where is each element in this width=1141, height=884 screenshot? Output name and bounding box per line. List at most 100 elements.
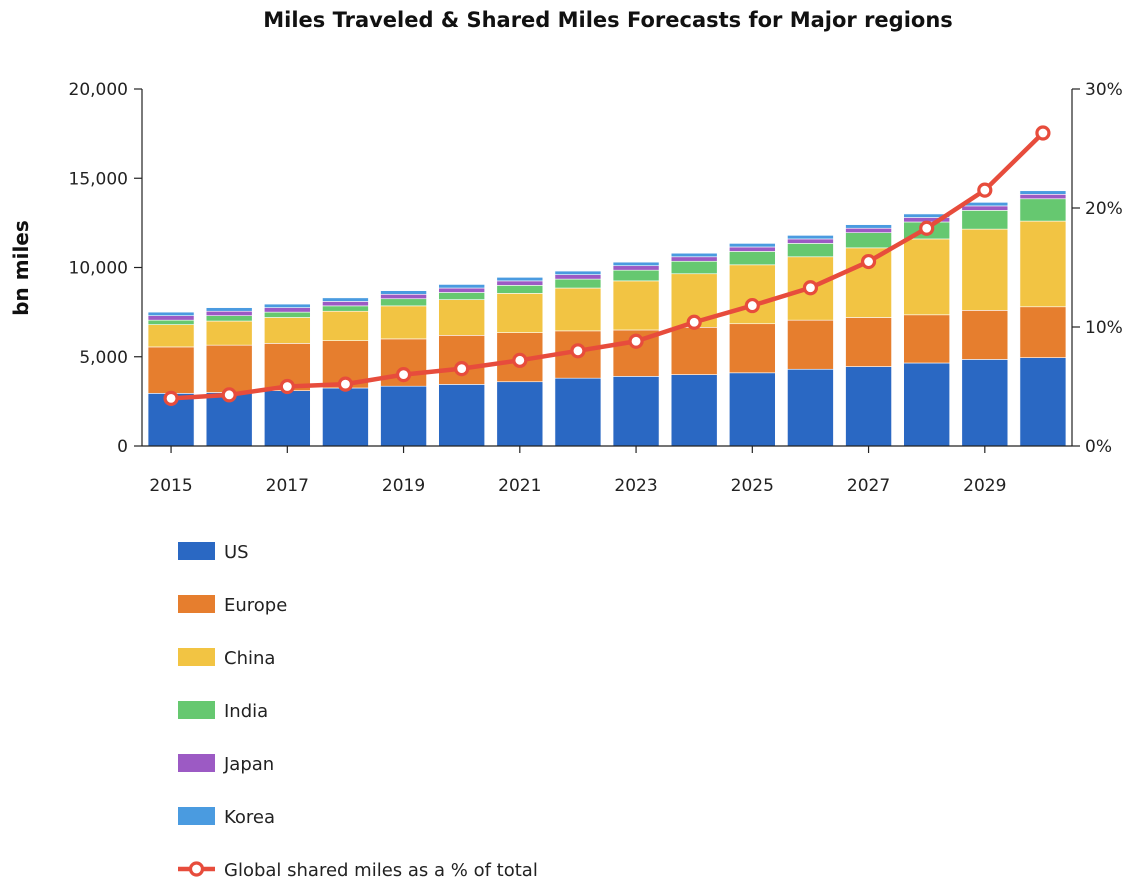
bar-japan-2021: [496, 280, 544, 286]
x-tick-label: 2023: [614, 476, 657, 496]
line-layer: [163, 125, 1051, 406]
legend-label-global-shared-miles-as-a-of-total: Global shared miles as a % of total: [224, 860, 538, 881]
legend: US Europe China India Japan Korea Global share…: [178, 542, 538, 881]
bar-india-2016: [205, 315, 253, 322]
bars-layer: [147, 190, 1067, 447]
legend-line-marker: [188, 861, 205, 877]
bar-china-2015: [147, 324, 195, 348]
line-point-2027: [860, 253, 877, 270]
bar-japan-2024: [670, 256, 718, 262]
bar-europe-2025: [729, 323, 776, 374]
bar-korea-2016: [205, 307, 253, 312]
x-tick-label: 2017: [266, 476, 309, 496]
bar-china-2017: [264, 317, 311, 344]
y-tick-label: 10,000: [69, 259, 128, 279]
line-point-2028: [919, 220, 935, 236]
bar-europe-2024: [670, 326, 718, 375]
line-global-shared-miles-as-a-of-total: [168, 130, 1046, 401]
bar-korea-2026: [787, 235, 834, 240]
bar-korea-2022: [554, 270, 602, 275]
bar-us-2025: [729, 372, 776, 447]
x-tick-label: 2027: [847, 476, 890, 496]
y-tick-label: 0: [117, 437, 128, 457]
bar-india-2018: [322, 305, 369, 312]
bar-china-2025: [729, 264, 776, 325]
line-point-2025: [744, 297, 760, 314]
bar-europe-2015: [147, 346, 195, 394]
bar-europe-2029: [961, 310, 1009, 360]
bar-korea-2025: [729, 243, 776, 248]
bar-us-2022: [554, 377, 602, 447]
bar-europe-2026: [787, 319, 834, 370]
bar-japan-2027: [845, 227, 892, 233]
bar-japan-2018: [322, 301, 369, 307]
bar-india-2029: [961, 210, 1009, 230]
legend-label-korea: Korea: [224, 807, 275, 828]
bar-korea-2018: [322, 297, 369, 302]
bar-india-2022: [554, 278, 602, 289]
bar-india-2015: [147, 319, 195, 325]
bar-europe-2020: [438, 335, 485, 385]
bar-us-2021: [496, 381, 544, 447]
bar-india-2019: [380, 298, 427, 307]
bar-europe-2027: [845, 317, 892, 367]
bar-india-2023: [612, 269, 660, 282]
bar-europe-2030: [1019, 306, 1067, 358]
legend-swatch-us: [178, 542, 215, 560]
line-point-2015: [163, 390, 179, 406]
bar-us-2018: [322, 387, 369, 447]
x-tick-label: 2025: [731, 476, 774, 496]
line-point-2017: [279, 378, 295, 395]
bar-korea-2017: [264, 303, 311, 308]
bar-india-2024: [670, 260, 718, 275]
bar-korea-2030: [1019, 190, 1067, 195]
bar-china-2020: [438, 299, 485, 336]
chart-title: Miles Traveled & Shared Miles Forecasts …: [263, 8, 953, 32]
y2-tick-label: 10%: [1085, 318, 1123, 338]
legend-swatch-europe: [178, 595, 215, 613]
bar-china-2018: [322, 310, 369, 341]
bar-japan-2025: [729, 246, 776, 252]
bar-china-2019: [380, 305, 427, 340]
bar-us-2019: [380, 385, 427, 447]
line-point-2018: [337, 376, 354, 392]
y-axis-label: bn miles: [9, 220, 33, 316]
bar-us-2020: [438, 384, 485, 447]
bar-korea-2024: [670, 252, 718, 258]
bar-korea-2019: [380, 290, 427, 295]
bar-japan-2016: [205, 310, 253, 316]
line-point-2024: [686, 314, 702, 330]
bar-us-2028: [903, 362, 950, 447]
bar-japan-2029: [961, 205, 1009, 211]
bar-korea-2023: [612, 261, 660, 267]
bar-china-2021: [496, 293, 544, 333]
line-point-2020: [454, 361, 470, 377]
bar-japan-2026: [787, 238, 834, 244]
bar-china-2016: [205, 320, 253, 346]
legend-swatch-japan: [178, 754, 215, 772]
x-tick-label: 2019: [382, 476, 425, 496]
y-tick-label: 5,000: [79, 348, 128, 368]
bar-india-2027: [845, 232, 892, 249]
legend-label-europe: Europe: [224, 595, 287, 616]
line-point-2026: [802, 280, 819, 296]
bar-japan-2020: [438, 287, 485, 293]
y-tick-label: 20,000: [69, 80, 128, 100]
line-point-2023: [628, 333, 644, 349]
bar-india-2025: [729, 251, 776, 266]
bar-korea-2027: [845, 224, 892, 229]
line-point-2019: [395, 367, 412, 383]
legend-label-india: India: [224, 701, 268, 722]
bar-china-2028: [903, 238, 950, 316]
bar-us-2017: [264, 390, 311, 447]
bar-japan-2015: [147, 315, 195, 321]
axes-layer: 0 5,000 10,000 15,000 20,000 0% 10% 20% 30% 2015 2…: [69, 80, 1123, 496]
bar-china-2030: [1019, 220, 1067, 308]
bar-india-2026: [787, 243, 834, 258]
legend-label-china: China: [224, 648, 275, 669]
bar-us-2030: [1019, 357, 1067, 447]
line-point-2021: [512, 352, 528, 368]
y2-tick-label: 0%: [1085, 437, 1112, 457]
bar-india-2017: [264, 311, 311, 318]
